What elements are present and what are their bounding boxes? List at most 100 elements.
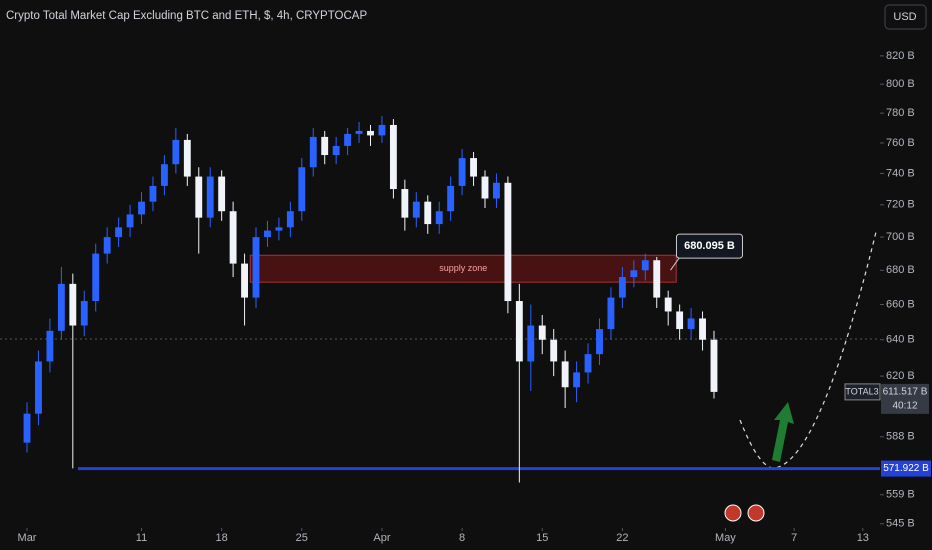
x-tick-label: Apr xyxy=(373,532,390,544)
candle-body xyxy=(115,227,123,238)
chart-title: Crypto Total Market Cap Excluding BTC an… xyxy=(6,10,367,22)
x-tick-label: May xyxy=(715,532,736,544)
candle-body xyxy=(378,124,386,136)
candle-body xyxy=(92,253,100,302)
candle-body xyxy=(23,413,31,443)
candle-body xyxy=(699,318,706,340)
y-tick-label: 700 B xyxy=(886,231,915,243)
x-tick-label: 7 xyxy=(791,532,797,544)
y-tick-label: 620 B xyxy=(886,370,915,382)
candle-body xyxy=(138,201,145,215)
candle-body xyxy=(687,318,695,330)
candle-body xyxy=(275,227,283,231)
candle-body xyxy=(515,301,523,362)
event-icon[interactable] xyxy=(724,504,742,522)
candle-body xyxy=(264,230,271,238)
candle-body xyxy=(493,182,500,199)
candle-body xyxy=(470,158,477,177)
arrow xyxy=(772,402,794,462)
candle-body xyxy=(630,270,638,278)
candle-body xyxy=(344,133,352,146)
y-tick-label: 820 B xyxy=(886,50,915,62)
symbol-box xyxy=(844,383,881,401)
candle-body xyxy=(424,201,432,225)
candle-body xyxy=(321,136,329,156)
y-tick-label: 760 B xyxy=(886,137,915,149)
candle-body xyxy=(149,185,157,202)
candle-body xyxy=(653,260,661,298)
callout-box xyxy=(675,233,743,259)
x-tick-label: 13 xyxy=(857,532,869,544)
x-tick-label: 8 xyxy=(459,532,465,544)
candle-body xyxy=(252,237,260,298)
candle-body xyxy=(298,167,306,212)
y-tick-label: 660 B xyxy=(886,298,915,310)
candle-body xyxy=(35,361,42,414)
candle-body xyxy=(172,139,180,165)
candle-body xyxy=(389,124,397,190)
candle-body xyxy=(607,297,615,330)
y-tick-label: 740 B xyxy=(886,167,915,179)
support-label-box xyxy=(881,460,931,477)
candle-body xyxy=(584,354,592,373)
y-tick-label: 640 B xyxy=(886,334,915,346)
candle-body xyxy=(46,330,54,362)
candle-body xyxy=(309,136,317,168)
candle-body xyxy=(641,260,649,271)
y-tick-label: 780 B xyxy=(886,107,915,119)
x-tick-label: 15 xyxy=(536,532,548,544)
event-icon[interactable] xyxy=(747,504,765,522)
x-tick-label: 25 xyxy=(296,532,308,544)
x-tick-label: 22 xyxy=(616,532,628,544)
projection-path xyxy=(739,231,877,469)
symbol-label: TOTAL3 xyxy=(845,386,878,396)
x-tick-label: 11 xyxy=(136,532,147,544)
x-tick-label: 18 xyxy=(216,532,228,544)
candle-body xyxy=(481,176,489,199)
candle-body xyxy=(435,211,443,225)
candle-body xyxy=(561,361,569,388)
candle-body xyxy=(412,201,420,218)
candle-body xyxy=(538,325,546,340)
price-box xyxy=(881,383,929,414)
candle-body xyxy=(367,130,374,136)
candle-body xyxy=(401,189,409,218)
candle-body xyxy=(355,130,363,134)
currency-label[interactable]: USD xyxy=(893,11,916,23)
x-tick-label: Mar xyxy=(18,532,37,544)
y-tick-label: 545 B xyxy=(886,518,915,530)
candle-body xyxy=(710,339,718,392)
candle-body xyxy=(618,277,626,298)
currency-button[interactable] xyxy=(884,4,927,30)
price-label: 611.517 B xyxy=(883,387,928,398)
candle-body xyxy=(160,164,168,186)
candle-body xyxy=(195,176,203,218)
y-tick-label: 559 B xyxy=(886,489,915,501)
candle-body xyxy=(596,329,603,355)
y-tick-label: 588 B xyxy=(886,431,915,443)
candle-body xyxy=(504,182,512,302)
candle-body xyxy=(458,158,466,186)
candle-body xyxy=(126,214,134,228)
y-tick-label: 680 B xyxy=(886,264,915,276)
support-label: 571.922 B xyxy=(883,463,929,474)
candle-body xyxy=(183,139,191,177)
candle-body xyxy=(573,372,581,388)
candle-body xyxy=(664,297,672,312)
candle-body xyxy=(241,263,248,298)
callout-label: 680.095 B xyxy=(684,240,735,252)
candle-body xyxy=(57,283,65,331)
y-tick-label: 720 B xyxy=(886,199,915,211)
candle-body xyxy=(332,145,340,156)
supply-zone xyxy=(249,254,677,283)
candle-body xyxy=(206,176,214,218)
countdown-label: 40:12 xyxy=(892,401,917,412)
candle-body xyxy=(229,211,237,264)
y-tick-label: 800 B xyxy=(886,78,915,90)
candle-body xyxy=(447,185,455,212)
price-axis xyxy=(880,0,932,550)
candle-body xyxy=(103,237,111,254)
candle-body xyxy=(286,211,294,228)
candle-body xyxy=(69,283,77,326)
